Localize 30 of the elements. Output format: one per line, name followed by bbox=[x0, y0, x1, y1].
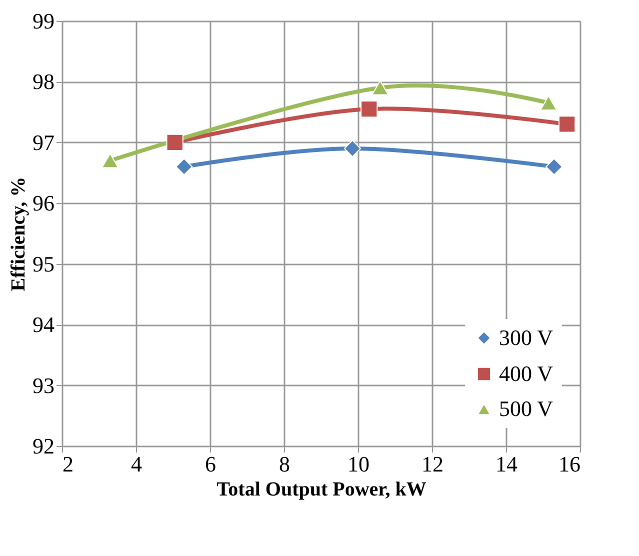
point bbox=[540, 95, 558, 110]
point bbox=[344, 140, 362, 158]
point bbox=[558, 116, 576, 133]
point bbox=[102, 153, 119, 168]
x-axis-title: Total Output Power, kW bbox=[216, 478, 426, 500]
x-tick-label: 10 bbox=[348, 452, 370, 476]
x-tick-label: 8 bbox=[279, 452, 290, 476]
legend-label: 300 V bbox=[499, 325, 554, 350]
y-tick-label: 99 bbox=[32, 8, 54, 34]
y-tick-label: 93 bbox=[32, 372, 54, 398]
x-tick-label: 12 bbox=[422, 452, 444, 476]
y-axis-title: Efficiency, % bbox=[8, 176, 30, 292]
y-tick-label: 94 bbox=[32, 312, 54, 338]
x-tick-label: 16 bbox=[558, 452, 580, 476]
point bbox=[360, 100, 378, 118]
y-tick-label: 96 bbox=[32, 190, 54, 216]
point bbox=[166, 134, 184, 151]
y-tick-label: 95 bbox=[32, 251, 54, 276]
x-tick-label: 14 bbox=[496, 452, 518, 476]
y-tick-label: 98 bbox=[32, 69, 54, 94]
y-tick-label: 97 bbox=[32, 130, 54, 155]
x-tick-label: 2 bbox=[62, 452, 74, 476]
point bbox=[372, 80, 389, 96]
point bbox=[546, 158, 563, 176]
point bbox=[176, 158, 193, 176]
x-tick-label: 4 bbox=[131, 452, 142, 476]
legend-label: 500 V bbox=[499, 396, 554, 421]
legend-label: 400 V bbox=[499, 361, 554, 386]
x-tick-label: 6 bbox=[205, 452, 216, 476]
y-tick-label: 92 bbox=[32, 434, 54, 458]
